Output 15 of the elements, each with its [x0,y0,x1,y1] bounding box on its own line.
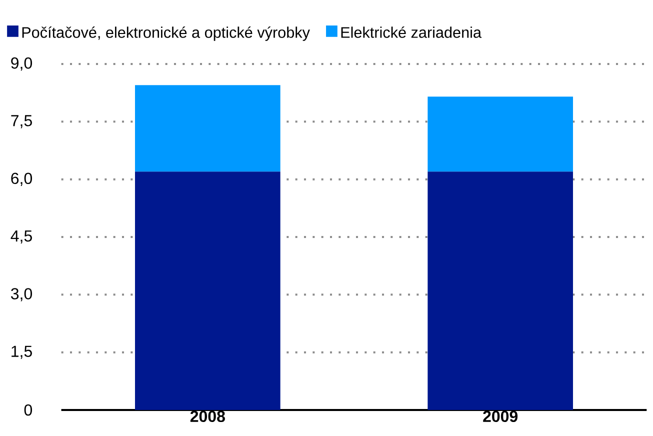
bar [428,96,574,172]
y-tick-label: 0 [24,404,32,416]
bar [428,172,574,410]
y-tick-label: 3,0 [10,288,32,302]
y-tick-label: 1,5 [12,346,32,359]
y-tick-label: 6,0 [11,172,32,186]
bar [135,85,280,172]
legend-label: Elektrické zariadenia [341,26,482,38]
legend-label: Počítačové, elektronické a optické výrobky [22,26,310,41]
bar [135,172,280,410]
y-tick-label: 9,0 [11,57,32,71]
x-tick-label: 2009 [483,410,518,422]
y-tick-label: 4,5 [10,230,32,244]
y-tick-label: 7,5 [11,115,32,128]
x-tick-label: 2008 [190,410,225,422]
